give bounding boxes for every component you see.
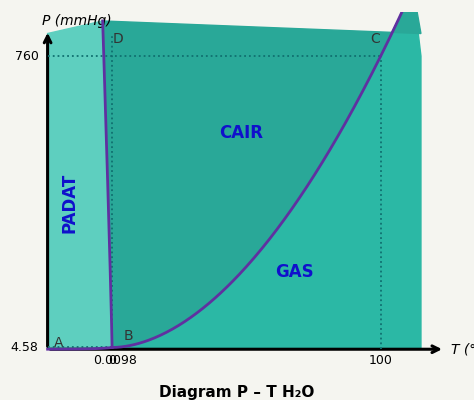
Text: P (mmHg): P (mmHg) xyxy=(42,14,111,28)
Text: 0.0098: 0.0098 xyxy=(93,354,137,366)
Polygon shape xyxy=(47,21,112,349)
Text: GAS: GAS xyxy=(275,263,314,281)
Text: CAIR: CAIR xyxy=(219,124,263,142)
Text: D: D xyxy=(113,32,124,46)
Text: C: C xyxy=(370,32,380,46)
Text: Diagram P – T H₂O: Diagram P – T H₂O xyxy=(159,385,315,400)
Text: 0: 0 xyxy=(108,354,116,366)
Text: B: B xyxy=(124,329,134,343)
Polygon shape xyxy=(103,0,421,348)
Text: 100: 100 xyxy=(369,354,392,366)
Text: A: A xyxy=(54,336,63,350)
Text: PADAT: PADAT xyxy=(60,172,78,233)
Text: 4.58: 4.58 xyxy=(11,341,39,354)
Polygon shape xyxy=(47,0,421,349)
Text: T (°C): T (°C) xyxy=(451,342,474,356)
Text: 760: 760 xyxy=(15,50,39,63)
